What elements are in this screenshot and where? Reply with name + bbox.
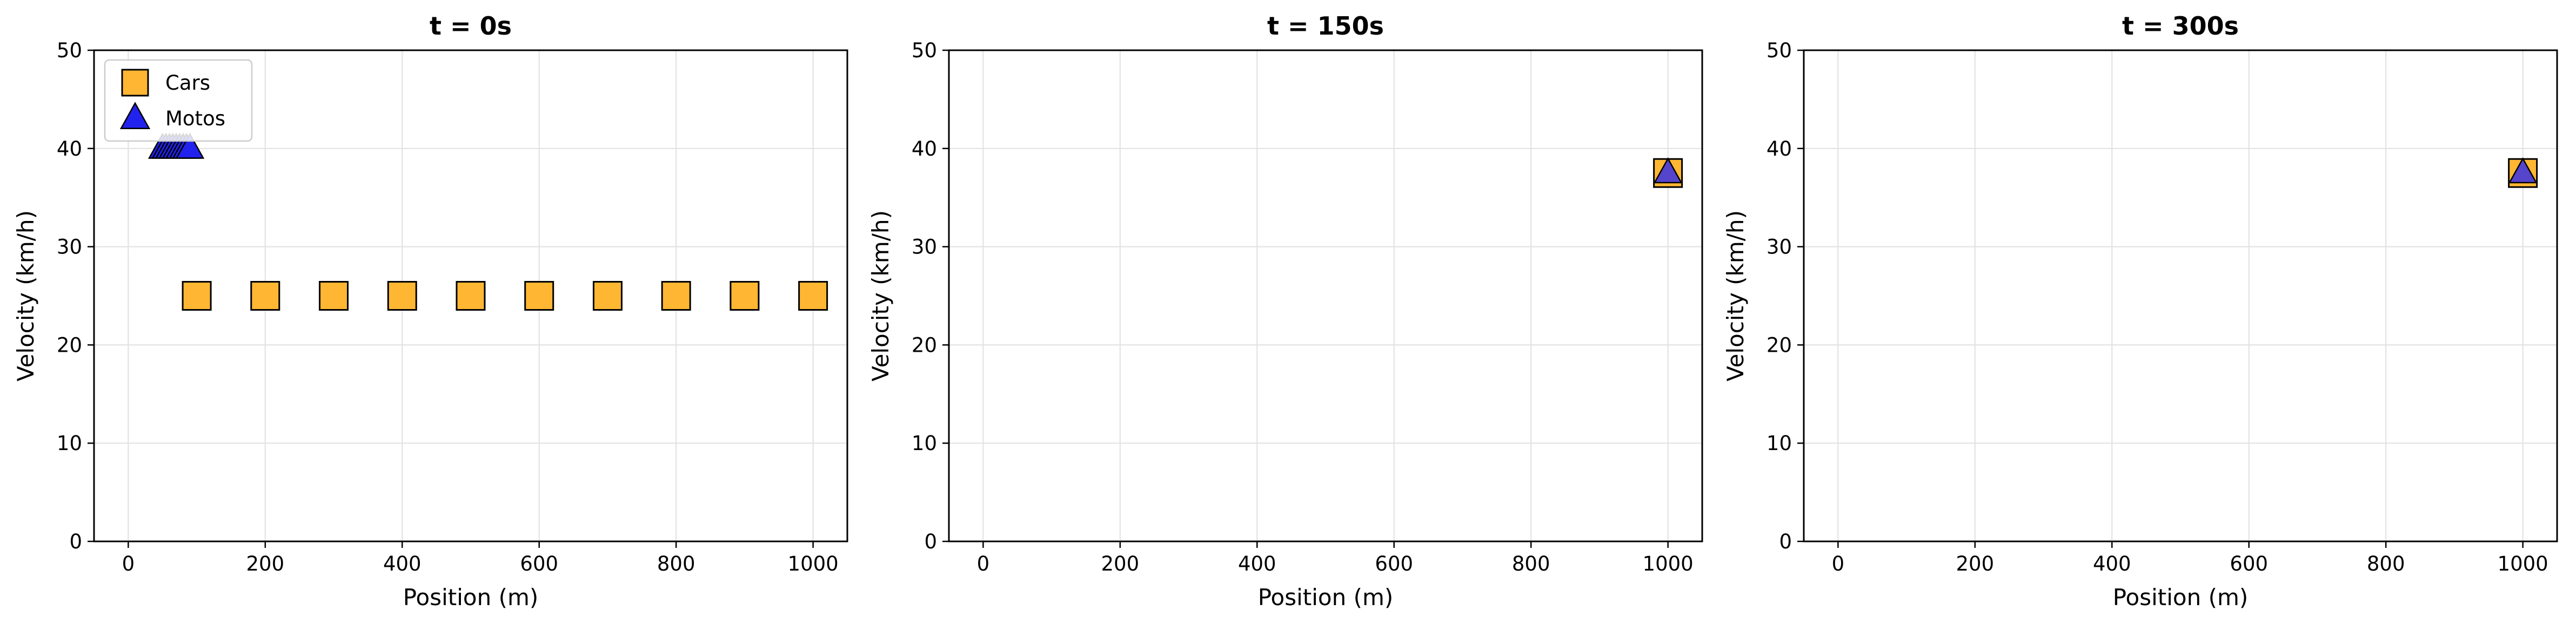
plot-frame xyxy=(1803,49,2558,542)
series-motos xyxy=(1653,157,1683,184)
x-tick-label-1: 200 xyxy=(1101,552,1140,575)
x-tick-label-3: 600 xyxy=(2230,552,2268,575)
legend-marker-motos xyxy=(119,102,151,129)
x-tick-label-4: 800 xyxy=(1512,552,1550,575)
panel-1: 0 200 400 600 800 1000 0 10 20 30 40 50 t = 0s Positi… xyxy=(12,11,848,611)
car-point-5 xyxy=(524,281,554,311)
car-point-7 xyxy=(661,281,691,311)
car-point-8 xyxy=(730,281,760,311)
x-tick-label-0: 0 xyxy=(977,552,990,575)
panel-3: 0 200 400 600 800 1000 0 10 20 30 40 50 t = 300s Posi… xyxy=(1722,11,2558,611)
legend: Cars Motos xyxy=(104,59,253,142)
y-tick-label-0: 0 xyxy=(1779,530,1792,553)
x-tick-label-1: 200 xyxy=(1956,552,1995,575)
x-tick-label-4: 800 xyxy=(2367,552,2405,575)
x-tick-label-0: 0 xyxy=(1832,552,1845,575)
moto-point-0 xyxy=(2508,157,2538,184)
legend-label-motos: Motos xyxy=(165,107,225,130)
y-tick-label-3: 30 xyxy=(912,236,937,259)
car-point-0 xyxy=(182,281,212,311)
x-tick-label-3: 600 xyxy=(1375,552,1413,575)
y-tick-label-4: 40 xyxy=(912,137,937,160)
y-tick-label-1: 10 xyxy=(1767,432,1792,455)
y-axis-label: Velocity (km/h) xyxy=(867,210,894,381)
x-axis-label: Position (m) xyxy=(2113,584,2249,611)
moto-point-0 xyxy=(1653,157,1683,184)
legend-label-cars: Cars xyxy=(165,71,210,95)
y-tick-label-1: 10 xyxy=(57,432,82,455)
y-tick-label-0: 0 xyxy=(69,530,82,553)
x-tick-label-3: 600 xyxy=(520,552,558,575)
series-motos xyxy=(2508,157,2538,184)
y-tick-label-0: 0 xyxy=(924,530,937,553)
x-tick-label-5: 1000 xyxy=(2498,552,2548,575)
legend-marker-cars xyxy=(121,69,149,97)
x-axis-label: Position (m) xyxy=(1258,584,1394,611)
x-axis-label: Position (m) xyxy=(403,584,539,611)
y-tick-label-2: 20 xyxy=(912,333,937,357)
y-axis-label: Velocity (km/h) xyxy=(1722,210,1749,381)
plot-frame xyxy=(93,49,848,542)
x-tick-label-5: 1000 xyxy=(1643,552,1694,575)
series-motos xyxy=(148,132,205,159)
car-point-6 xyxy=(592,281,623,311)
y-tick-label-2: 20 xyxy=(1767,333,1792,357)
x-tick-label-2: 400 xyxy=(383,552,421,575)
y-tick-label-5: 50 xyxy=(57,39,82,62)
chart-title: t = 0s xyxy=(430,11,512,41)
y-tick-label-1: 10 xyxy=(912,432,937,455)
plot-frame xyxy=(948,49,1703,542)
y-tick-label-4: 40 xyxy=(1767,137,1792,160)
x-tick-label-5: 1000 xyxy=(788,552,839,575)
x-tick-label-2: 400 xyxy=(1238,552,1276,575)
y-tick-label-3: 30 xyxy=(57,236,82,259)
car-point-9 xyxy=(798,281,828,311)
y-tick-label-2: 20 xyxy=(57,333,82,357)
x-tick-label-2: 400 xyxy=(2093,552,2131,575)
x-tick-label-4: 800 xyxy=(657,552,695,575)
moto-point-8 xyxy=(175,132,205,159)
car-point-2 xyxy=(319,281,349,311)
y-tick-label-3: 30 xyxy=(1767,236,1792,259)
chart-title: t = 150s xyxy=(1267,11,1384,41)
series-cars xyxy=(182,281,828,311)
car-point-1 xyxy=(250,281,280,311)
y-axis-label: Velocity (km/h) xyxy=(12,210,39,381)
car-point-3 xyxy=(387,281,417,311)
panel-2: 0 200 400 600 800 1000 0 10 20 30 40 50 t = 150s Posi… xyxy=(867,11,1703,611)
x-tick-label-1: 200 xyxy=(246,552,285,575)
x-tick-label-0: 0 xyxy=(122,552,135,575)
y-tick-label-5: 50 xyxy=(912,39,937,62)
y-tick-label-5: 50 xyxy=(1767,39,1792,62)
car-point-4 xyxy=(456,281,486,311)
y-tick-label-4: 40 xyxy=(57,137,82,160)
chart-title: t = 300s xyxy=(2122,11,2239,41)
